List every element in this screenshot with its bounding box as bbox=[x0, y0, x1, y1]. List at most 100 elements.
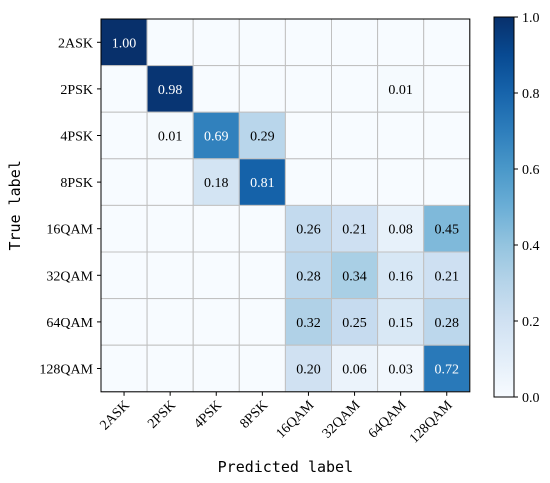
y-tick-label: 64QAM bbox=[46, 316, 93, 331]
cell-value-label: 0.98 bbox=[158, 83, 183, 98]
cell-value-label: 0.32 bbox=[296, 316, 321, 331]
heatmap-cell bbox=[331, 298, 379, 346]
cell-value-label: 0.16 bbox=[388, 269, 413, 284]
x-tick-label: 2PSK bbox=[145, 398, 179, 432]
cell-value-label: 0.45 bbox=[435, 223, 460, 238]
x-tick-label: 4PSK bbox=[191, 398, 225, 432]
cell-value-label: 0.01 bbox=[388, 83, 413, 98]
heatmap-cell bbox=[100, 344, 148, 393]
heatmap-cell bbox=[146, 65, 194, 113]
heatmap-cell bbox=[146, 18, 194, 67]
colorbar-tick-label: 0.8 bbox=[522, 87, 540, 102]
heatmap-cell bbox=[377, 18, 425, 67]
heatmap-cells bbox=[100, 18, 471, 393]
heatmap-cell bbox=[331, 344, 379, 393]
heatmap-cell bbox=[100, 111, 148, 160]
y-tick-label: 128QAM bbox=[39, 363, 93, 378]
y-tick-label: 8PSK bbox=[60, 176, 93, 191]
heatmap-cell bbox=[331, 158, 379, 206]
cell-value-label: 0.18 bbox=[204, 176, 229, 191]
heatmap-cell bbox=[284, 18, 332, 67]
cell-value-label: 0.28 bbox=[296, 269, 321, 284]
x-tick-label: 16QAM bbox=[274, 398, 318, 442]
colorbar-ticks: 0.0 0.2 0.4 0.6 0.8 1.0 bbox=[514, 11, 540, 406]
heatmap-cell bbox=[423, 251, 471, 300]
x-axis-title: Predicted label bbox=[218, 458, 353, 476]
x-tick-label: 128QAM bbox=[407, 398, 456, 447]
heatmap-cell bbox=[423, 204, 471, 253]
cell-value-label: 0.25 bbox=[342, 316, 367, 331]
cell-value-label: 0.06 bbox=[342, 363, 367, 378]
y-axis-title: True label bbox=[6, 160, 24, 250]
heatmap-cell bbox=[331, 18, 379, 67]
heatmap-cell bbox=[146, 158, 194, 206]
heatmap-cell bbox=[146, 298, 194, 346]
colorbar bbox=[493, 16, 515, 398]
cell-value-label: 0.81 bbox=[250, 176, 275, 191]
x-tick-label: 8PSK bbox=[237, 398, 271, 432]
heatmap-cell bbox=[331, 204, 379, 253]
colorbar-tick-label: 0.6 bbox=[522, 163, 540, 178]
heatmap-cell bbox=[192, 18, 240, 67]
heatmap-cell bbox=[192, 344, 240, 393]
heatmap-cell bbox=[238, 251, 286, 300]
heatmap-cell bbox=[377, 344, 425, 393]
cell-value-label: 0.72 bbox=[435, 363, 460, 378]
heatmap-cell bbox=[192, 65, 240, 113]
heatmap-cell bbox=[238, 111, 286, 160]
heatmap-cell bbox=[377, 158, 425, 206]
heatmap-cell bbox=[423, 111, 471, 160]
cell-value-label: 0.01 bbox=[158, 130, 183, 145]
heatmap-cell bbox=[238, 204, 286, 253]
cell-value-label: 0.28 bbox=[435, 316, 460, 331]
y-tick-label: 2ASK bbox=[58, 36, 93, 51]
heatmap-cell bbox=[423, 298, 471, 346]
heatmap-cell bbox=[377, 65, 425, 113]
heatmap-cell bbox=[331, 65, 379, 113]
heatmap-cell bbox=[284, 298, 332, 346]
x-tick-label: 64QAM bbox=[366, 398, 410, 442]
heatmap-cell bbox=[377, 111, 425, 160]
heatmap-cell bbox=[284, 65, 332, 113]
heatmap-cell bbox=[100, 298, 148, 346]
heatmap-cell bbox=[192, 251, 240, 300]
heatmap-cell bbox=[238, 18, 286, 67]
heatmap-cell bbox=[146, 204, 194, 253]
heatmap-cell bbox=[192, 204, 240, 253]
cell-value-label: 0.69 bbox=[204, 130, 229, 145]
colorbar-tick-label: 0.0 bbox=[522, 391, 540, 406]
y-axis-ticks: 2ASK 2PSK 4PSK 8PSK 16QAM 32QAM 64QAM 128QAM bbox=[39, 36, 101, 378]
heatmap-cell bbox=[331, 251, 379, 300]
colorbar-tick-label: 0.4 bbox=[522, 239, 540, 254]
cell-value-label: 0.26 bbox=[296, 223, 321, 238]
cell-value-label: 0.21 bbox=[342, 223, 367, 238]
heatmap-cell bbox=[100, 251, 148, 300]
heatmap-cell bbox=[238, 298, 286, 346]
heatmap-cell bbox=[146, 251, 194, 300]
heatmap-cell bbox=[284, 344, 332, 393]
y-tick-label: 4PSK bbox=[60, 130, 93, 145]
x-tick-label: 32QAM bbox=[320, 398, 364, 442]
cell-value-label: 1.00 bbox=[112, 36, 137, 51]
plot-frame bbox=[100, 18, 471, 393]
y-tick-label: 16QAM bbox=[46, 223, 93, 238]
colorbar-tick-label: 1.0 bbox=[522, 11, 540, 26]
cell-value-label: 0.03 bbox=[388, 363, 413, 378]
heatmap-cell bbox=[331, 111, 379, 160]
cell-value-label: 0.08 bbox=[388, 223, 413, 238]
heatmap-cell bbox=[377, 298, 425, 346]
cell-value-label: 0.34 bbox=[342, 269, 367, 284]
cell-value-label: 0.21 bbox=[435, 269, 460, 284]
heatmap-cell bbox=[423, 65, 471, 113]
heatmap-cell bbox=[238, 158, 286, 206]
heatmap-cell-labels: 1.00 0.98 0.01 0.01 0.69 0.29 0.18 0.81 0.26 0.21… bbox=[112, 36, 459, 377]
heatmap-cell bbox=[146, 344, 194, 393]
y-tick-label: 32QAM bbox=[46, 269, 93, 284]
x-tick-label: 2ASK bbox=[98, 398, 133, 433]
heatmap-cell bbox=[284, 111, 332, 160]
heatmap-cell bbox=[284, 158, 332, 206]
heatmap-cell bbox=[100, 204, 148, 253]
cell-value-label: 0.29 bbox=[250, 130, 275, 145]
